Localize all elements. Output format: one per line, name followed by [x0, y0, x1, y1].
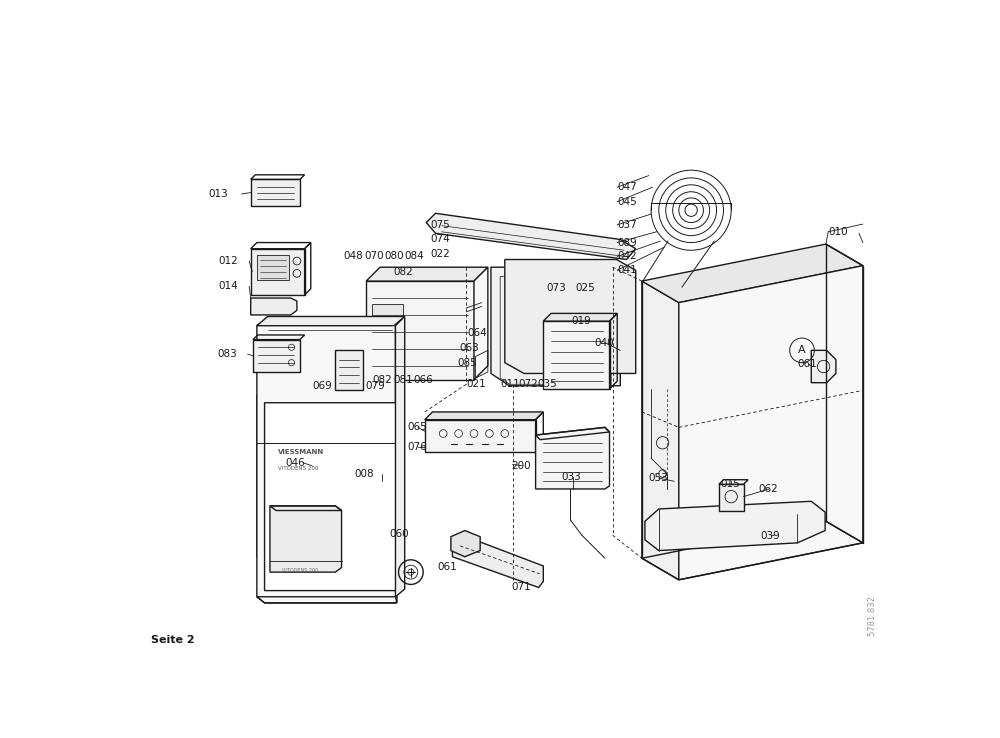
Text: 081: 081 [393, 375, 413, 384]
Text: 025: 025 [576, 283, 595, 293]
Text: 013: 013 [209, 189, 228, 199]
Text: VIESSMANN: VIESSMANN [278, 449, 324, 455]
Polygon shape [251, 298, 297, 315]
Text: 021: 021 [466, 379, 486, 389]
Polygon shape [366, 267, 488, 281]
Text: 019: 019 [571, 316, 591, 326]
Polygon shape [642, 281, 679, 580]
Text: 089: 089 [617, 238, 637, 247]
Polygon shape [474, 267, 488, 379]
Text: 085: 085 [457, 358, 477, 368]
Polygon shape [719, 484, 744, 511]
Text: 082: 082 [393, 267, 413, 277]
Text: 012: 012 [219, 256, 238, 266]
Polygon shape [451, 531, 480, 556]
Text: 033: 033 [562, 472, 582, 482]
Text: 083: 083 [217, 349, 237, 359]
Polygon shape [335, 351, 363, 390]
Text: A: A [798, 345, 806, 356]
Text: 062: 062 [758, 484, 778, 494]
Polygon shape [257, 255, 289, 280]
Text: 046: 046 [285, 458, 305, 468]
Text: 076: 076 [407, 442, 427, 452]
Text: Seite 2: Seite 2 [151, 635, 194, 645]
Text: 011: 011 [500, 379, 520, 389]
Text: 200: 200 [512, 461, 531, 471]
Text: 063: 063 [459, 343, 479, 353]
Polygon shape [251, 179, 300, 206]
Polygon shape [543, 314, 617, 321]
Text: 082: 082 [372, 375, 392, 384]
Text: 064: 064 [467, 328, 487, 339]
Text: 042: 042 [617, 252, 637, 261]
Text: 069: 069 [312, 381, 332, 391]
Text: 037: 037 [617, 220, 637, 230]
Text: 048: 048 [344, 252, 364, 261]
Text: 073: 073 [546, 283, 566, 293]
Text: 039: 039 [760, 531, 780, 541]
Text: 053: 053 [648, 473, 668, 483]
Polygon shape [811, 351, 836, 383]
Polygon shape [366, 281, 474, 379]
Text: VITODENS 200: VITODENS 200 [282, 568, 318, 573]
Polygon shape [543, 321, 610, 389]
Text: 065: 065 [407, 422, 427, 432]
Text: 060: 060 [389, 528, 409, 539]
Text: 061: 061 [797, 359, 817, 369]
Text: 080: 080 [384, 252, 404, 261]
Polygon shape [270, 506, 342, 572]
Text: 075: 075 [430, 220, 450, 230]
Polygon shape [645, 501, 825, 551]
Text: 040: 040 [594, 338, 614, 348]
Text: 045: 045 [617, 197, 637, 207]
Text: 022: 022 [430, 249, 450, 259]
Polygon shape [642, 244, 863, 303]
Polygon shape [679, 266, 863, 580]
Polygon shape [452, 537, 543, 587]
Text: 070: 070 [364, 252, 384, 261]
Text: 071: 071 [512, 582, 531, 592]
Text: 015: 015 [720, 480, 740, 489]
Polygon shape [395, 317, 405, 597]
Polygon shape [257, 324, 397, 603]
Text: 041: 041 [617, 265, 637, 275]
Text: 047: 047 [617, 182, 637, 192]
Polygon shape [425, 412, 543, 420]
Polygon shape [257, 317, 405, 325]
Polygon shape [426, 213, 636, 260]
Text: 079: 079 [365, 381, 385, 391]
Text: 074: 074 [430, 235, 450, 244]
Text: 008: 008 [355, 469, 374, 478]
Text: 035: 035 [537, 379, 557, 389]
Text: 061: 061 [438, 562, 458, 573]
Polygon shape [536, 427, 610, 489]
Text: 010: 010 [828, 227, 848, 237]
Text: VITODENS 200: VITODENS 200 [278, 466, 318, 471]
Polygon shape [251, 249, 305, 295]
Polygon shape [505, 260, 636, 373]
Text: 014: 014 [219, 281, 238, 292]
Polygon shape [491, 267, 620, 386]
Text: 066: 066 [413, 375, 433, 384]
Text: 084: 084 [404, 252, 424, 261]
Polygon shape [372, 304, 403, 351]
Polygon shape [425, 420, 536, 452]
Polygon shape [253, 339, 300, 372]
Text: 5781 832: 5781 832 [868, 596, 877, 636]
Text: 072: 072 [519, 379, 538, 389]
